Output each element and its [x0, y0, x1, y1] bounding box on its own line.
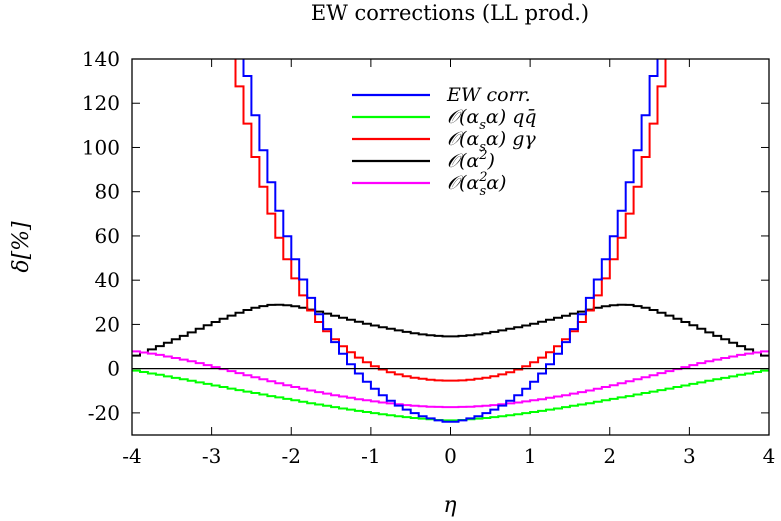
x-tick-label: -3 — [202, 444, 221, 468]
y-tick-label: 60 — [95, 224, 120, 248]
legend-label: EW corr. — [446, 84, 531, 106]
y-tick-label: 100 — [82, 135, 120, 159]
x-tick-label: 4 — [763, 444, 776, 468]
x-tick-label: -2 — [282, 444, 301, 468]
legend-entry: 𝒪(α2) — [352, 148, 495, 172]
x-axis-label: η — [443, 493, 456, 518]
y-tick-label: 20 — [95, 312, 120, 336]
y-tick-label: 0 — [107, 357, 120, 381]
y-axis-label: δ[%] — [9, 221, 34, 273]
y-tick-label: 80 — [95, 180, 120, 204]
series-o-s-qq — [132, 369, 769, 422]
legend: EW corr.𝒪(αsα) qq̄𝒪(αsα) gγ𝒪(α2)𝒪(α2 sα) — [352, 84, 537, 199]
legend-entry: 𝒪(α2 sα) — [352, 170, 506, 199]
x-tick-label: 2 — [603, 444, 616, 468]
series-ew-corr — [242, 59, 659, 423]
x-tick-label: 3 — [683, 444, 696, 468]
series-o-s-g — [234, 59, 667, 382]
legend-label: 𝒪(αsα) gγ — [447, 128, 536, 155]
series-o — [132, 303, 769, 357]
y-tick-label: 140 — [82, 47, 120, 71]
legend-label: 𝒪(α2 sα) — [447, 170, 506, 199]
axis-ticks: -4 -3 -2 -1 0 1 2 3 4 -20 0 20 40 60 80 100 120 140 — [82, 47, 776, 468]
x-tick-label: -1 — [361, 444, 380, 468]
plot-frame — [131, 58, 770, 436]
legend-label: 𝒪(α2) — [447, 148, 495, 172]
series-o-s — [132, 350, 769, 409]
legend-entry: 𝒪(αsα) qq̄ — [352, 106, 537, 133]
legend-label: 𝒪(αsα) qq̄ — [447, 106, 537, 133]
chart-title: EW corrections (LL prod.) — [311, 1, 589, 25]
x-tick-label: 1 — [524, 444, 537, 468]
x-tick-label: 0 — [444, 444, 457, 468]
legend-entry: 𝒪(αsα) gγ — [352, 128, 536, 155]
y-tick-label: 40 — [95, 268, 120, 292]
legend-entry: EW corr. — [352, 84, 531, 106]
y-tick-label: -20 — [88, 401, 120, 425]
series-layer — [132, 59, 769, 423]
x-tick-label: -4 — [122, 444, 141, 468]
y-tick-label: 120 — [82, 91, 120, 115]
